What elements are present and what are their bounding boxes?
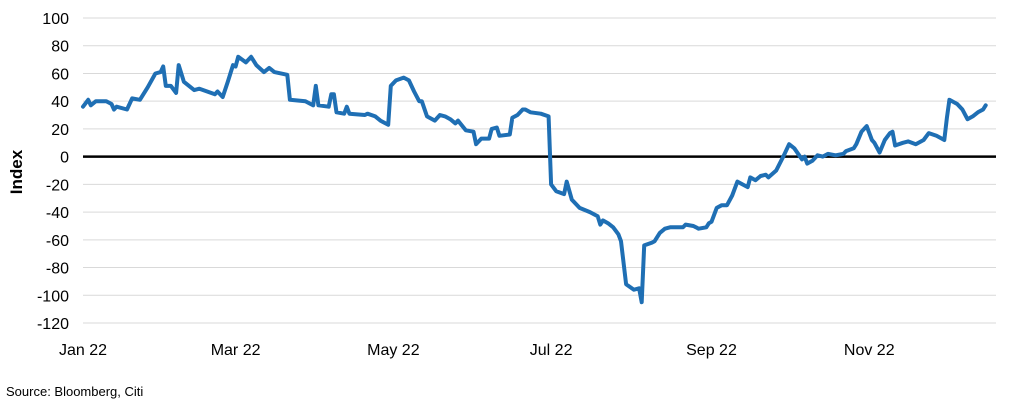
gridlines (83, 17, 996, 324)
series-layer (81, 54, 988, 305)
y-tick-label: -120 (37, 316, 69, 333)
x-tick-label: May 22 (367, 342, 420, 359)
y-tick-label: -60 (46, 233, 69, 250)
x-axis-tick-labels: Jan 22 Mar 22 May 22 Jul 22 Sep 22 Nov 22 (59, 342, 895, 359)
y-tick-label: -40 (46, 205, 69, 222)
y-tick-label: 40 (51, 94, 69, 111)
y-tick-label: 60 (51, 66, 69, 83)
x-tick-label: Mar 22 (211, 342, 261, 359)
y-tick-label: 100 (42, 11, 69, 28)
x-tick-label: Jan 22 (59, 342, 107, 359)
y-tick-label: 80 (51, 39, 69, 56)
source-note: Source: Bloomberg, Citi (6, 384, 143, 399)
x-tick-label: Jul 22 (530, 342, 573, 359)
y-tick-label: 20 (51, 122, 69, 139)
y-tick-label: -100 (37, 288, 69, 305)
y-axis-tick-labels: 100 80 60 40 20 0 -20 -40 -60 -80 -100 -120 (37, 11, 69, 333)
y-tick-label: 0 (60, 150, 69, 167)
series-line-0 (81, 54, 988, 305)
y-tick-label: -20 (46, 177, 69, 194)
x-tick-label: Sep 22 (686, 342, 737, 359)
x-tick-label: Nov 22 (844, 342, 895, 359)
y-axis-label: Index (7, 149, 26, 194)
y-tick-label: -80 (46, 261, 69, 278)
